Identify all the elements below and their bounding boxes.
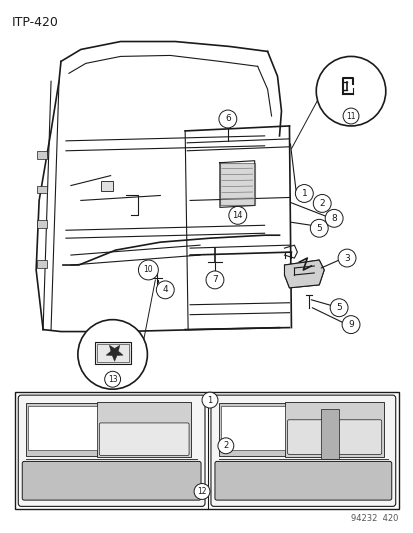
Text: 14: 14 [232,211,242,220]
Bar [97,344,128,362]
Text: 12: 12 [197,487,206,496]
Circle shape [217,438,233,454]
Bar [97,402,191,457]
FancyBboxPatch shape [214,462,391,500]
Circle shape [313,195,330,212]
Bar [37,185,47,193]
FancyBboxPatch shape [18,395,204,506]
Text: 5: 5 [335,303,341,312]
Circle shape [330,299,347,317]
Circle shape [325,209,342,227]
Text: 11: 11 [345,111,355,120]
Bar [28,406,97,450]
Bar [15,392,398,510]
Text: 2: 2 [319,199,324,208]
Circle shape [342,108,358,124]
Text: 1: 1 [207,395,212,405]
Circle shape [138,260,158,280]
Bar [320,409,338,459]
Circle shape [337,249,355,267]
Text: 8: 8 [330,214,336,223]
Text: 2: 2 [223,441,228,450]
Bar [95,343,130,365]
Text: 6: 6 [224,115,230,124]
Text: 94232  420: 94232 420 [351,514,398,523]
Text: 7: 7 [211,276,217,285]
Bar [221,406,285,450]
Polygon shape [284,260,323,288]
Text: 5: 5 [316,224,321,233]
FancyBboxPatch shape [211,395,395,506]
Bar [219,163,254,205]
Circle shape [228,206,246,224]
Text: 13: 13 [107,375,117,384]
Circle shape [78,320,147,389]
Bar [37,151,47,159]
Polygon shape [106,345,123,361]
Text: 1: 1 [301,189,306,198]
Text: ITP-420: ITP-420 [11,15,58,29]
Text: 10: 10 [143,265,153,274]
Circle shape [156,281,174,299]
Circle shape [341,316,359,334]
Circle shape [202,392,217,408]
Text: 9: 9 [347,320,353,329]
Circle shape [218,110,236,128]
Bar [100,181,112,190]
Text: 4: 4 [162,285,168,294]
Circle shape [104,372,120,387]
FancyBboxPatch shape [287,420,381,454]
Text: 3: 3 [343,254,349,263]
Bar [26,403,98,456]
Circle shape [316,56,385,126]
Bar [37,220,47,228]
Circle shape [310,219,328,237]
Circle shape [206,271,223,289]
Bar [218,403,286,456]
Circle shape [295,184,313,203]
FancyBboxPatch shape [99,423,189,455]
FancyBboxPatch shape [22,462,201,500]
Bar [285,402,383,457]
Circle shape [194,483,209,499]
Bar [37,260,47,268]
